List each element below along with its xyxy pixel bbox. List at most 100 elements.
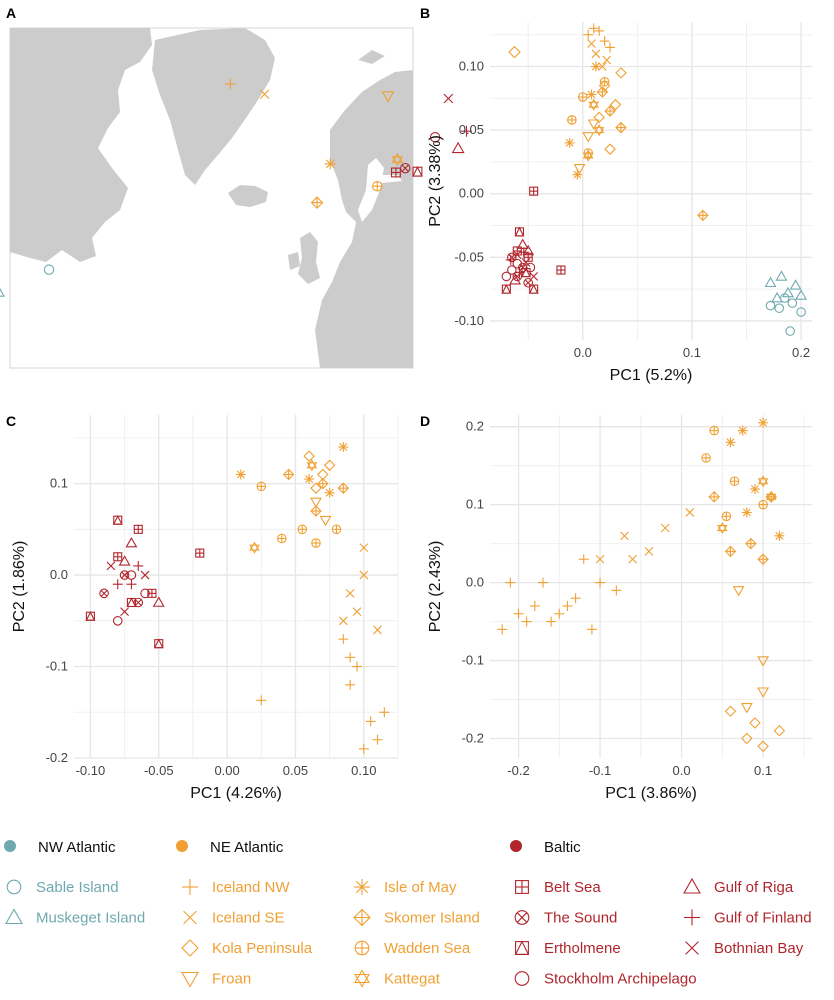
point-iceland-se [587,39,596,49]
point-isle-of-may [324,487,335,498]
map-marker-froan [381,91,395,103]
great-britain [298,232,320,284]
point-skomer-island [282,468,295,481]
point-gulf-of-riga [522,244,535,256]
point-kola-peninsula [773,724,786,737]
point-stockholm-archipelago [525,262,536,273]
point-wadden-sea [709,425,719,436]
point-iceland-se [345,588,355,598]
point-sable-island [765,300,776,311]
y-axis-label: PC2 (1.86%) [11,541,28,633]
point-wadden-sea [721,511,732,522]
point-skomer-island [724,545,737,558]
point-iceland-nw [554,608,565,619]
point-ertholmene [112,514,123,525]
legend-head-dot [4,840,16,852]
point-iceland-se [644,547,654,556]
point-wadden-sea [729,476,740,487]
point-isle-of-may [235,469,246,480]
arctic-island [30,34,62,52]
map-marker-kattegat [391,152,404,167]
map-land [10,28,413,368]
legend-head-label: Baltic [544,839,581,856]
map-marker-sable-island [43,264,55,275]
point-froan [310,497,322,509]
x-axis-label: PC1 (5.2%) [610,367,693,384]
legend-label-kattegat: Kattegat [384,971,441,988]
point-the-sound [99,588,109,599]
point-isle-of-may [304,474,315,485]
point-iceland-nw [505,577,516,588]
point-wadden-sea [758,499,768,510]
point-skomer-island [596,86,609,98]
point-wadden-sea [567,115,577,125]
point-skomer-island [708,491,720,503]
greenland [152,28,275,185]
map-marker-wadden-sea [372,181,383,192]
point-kola-peninsula [757,740,769,753]
legend-marker-belt-sea [515,880,529,894]
legend-label-froan: Froan [212,971,251,988]
point-ertholmene [85,610,96,621]
legend-head-label: NW Atlantic [38,839,116,856]
point-skomer-island [317,477,329,490]
point-iceland-se [359,570,369,580]
point-iceland-se [602,55,612,65]
y-axis-label: PC2 (2.43%) [427,541,444,633]
point-iceland-se [620,531,629,541]
pca-panel-b: 0.0 0.1 0.2 0.10 0.05 0.00 -0.05 -0.10 PC1 (5.2%… [427,22,812,384]
point-bothnian-bay [512,250,522,260]
x-tick-label: 0.00 [214,763,239,778]
point-kola-peninsula [310,482,322,494]
map-panel [0,27,521,369]
legend-marker-wadden-sea [354,940,370,956]
legend-label-isle-of-may: Isle of May [384,879,457,896]
grid-c [74,415,399,759]
point-isle-of-may [741,507,752,518]
legend-label-gulf-of-riga: Gulf of Riga [714,879,794,896]
point-gulf-of-finland [505,254,516,265]
point-froan [740,703,753,714]
point-wadden-sea [256,481,267,492]
x-tick-label: 0.1 [754,763,772,778]
point-iceland-nw [562,600,573,611]
point-froan [587,119,600,130]
point-ertholmene [501,283,512,294]
point-iceland-se [598,62,607,71]
legend-marker-muskeget-island [5,908,23,925]
point-gulf-of-finland [514,267,525,278]
y-tick-label: -0.1 [46,659,68,674]
point-iceland-nw [586,624,597,635]
y-tick-label: 0.1 [466,497,484,512]
point-belt-sea [113,552,123,562]
legend-marker-gulf-of-finland [684,909,700,926]
point-gulf-of-finland [112,579,123,590]
legend-label-kola-peninsula: Kola Peninsula [212,940,313,957]
legend-label-skomer-island: Skomer Island [384,910,480,927]
point-isle-of-may [572,169,583,180]
point-iceland-nw [521,616,532,627]
panel-label-b: B [420,5,430,21]
legend-label-ertholmene: Ertholmene [544,940,621,957]
grid-b [490,22,812,340]
point-gulf-of-riga [118,555,131,566]
map-marker-gulf-of-finland [460,125,472,137]
point-ertholmene [514,226,525,237]
point-iceland-nw [611,585,622,596]
point-isle-of-may [338,442,349,453]
point-the-sound [119,570,130,580]
pca-panel-c: -0.10 -0.05 0.00 0.05 0.10 0.1 0.0 -0.1 -0.2 PC1 … [11,415,399,802]
point-sable-island [787,298,798,308]
point-iceland-nw [379,707,390,718]
map-marker-kola-peninsula [508,45,521,59]
legend: NW Atlantic NE Atlantic Baltic Sable Island… [4,839,812,988]
legend-label-the-sound: The Sound [544,910,617,927]
point-wadden-sea [599,76,610,87]
point-iceland-se [595,554,605,564]
legend-label-belt-sea: Belt Sea [544,879,601,896]
y-tick-label: 0.0 [466,575,484,590]
y-tick-label: 0.00 [459,186,484,201]
point-iceland-nw [583,29,594,40]
legend-marker-kola-peninsula [181,939,199,957]
point-skomer-island [745,537,757,550]
